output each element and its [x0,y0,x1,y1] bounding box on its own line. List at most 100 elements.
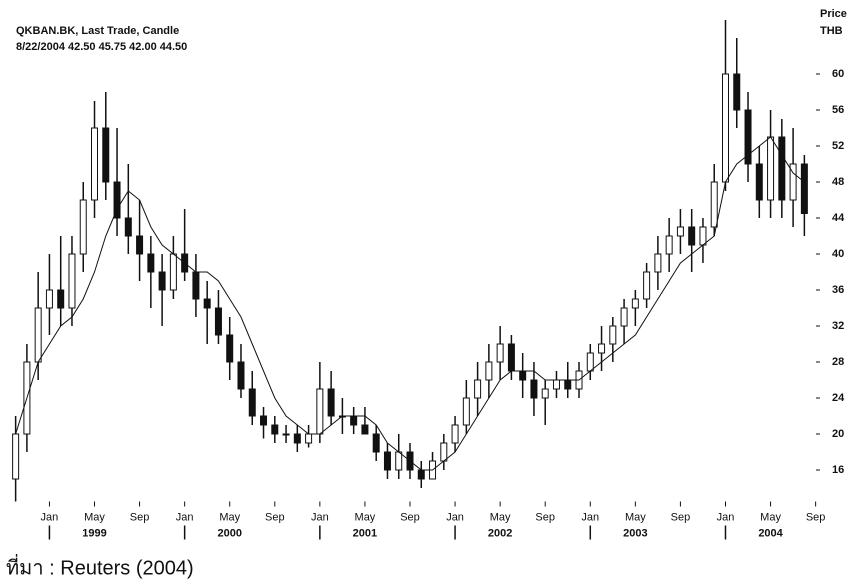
x-tick-label: Jan [581,511,599,523]
year-label: 2001 [353,527,377,539]
candle-body [609,325,617,345]
candle-body [552,379,560,390]
candle-body [699,226,707,246]
candle-body [383,451,391,471]
x-tick-label: May [490,511,511,523]
candle-body [654,253,662,273]
candle-body [586,352,594,372]
candle-body [113,181,121,219]
candle-body [676,226,684,237]
x-tick-label: Jan [311,511,329,523]
x-tick-label: Sep [535,511,555,523]
candle-body [372,433,380,453]
y-tick-label: 36 [832,284,844,296]
candle-body [136,235,144,255]
candle-body [564,379,572,390]
candle-body [12,433,20,480]
moving-average [15,136,805,471]
candle-body [530,379,538,399]
candle-body [721,73,729,183]
x-tick-label: May [760,511,781,523]
candle-body [485,361,493,381]
candle-body [282,433,290,436]
y-tick-label: 20 [832,428,844,440]
year-label: 2000 [217,527,241,539]
candle-body [451,424,459,444]
x-tick-label: May [219,511,240,523]
y-tick-label: 40 [832,248,844,260]
candle-body [293,433,301,444]
candle-body [440,442,448,462]
candle-body [688,226,696,246]
candle-body [350,415,358,426]
y-tick-label: 28 [832,356,844,368]
candle-body [598,343,606,354]
candle-body [57,289,65,309]
x-tick-label: Sep [671,511,691,523]
candle-body [733,73,741,111]
candle-body [789,163,797,201]
y-axis-label: THB [820,25,843,37]
candle-body [496,343,504,363]
year-label: 1999 [82,527,106,539]
candle-body [620,307,628,327]
candle-body [744,109,752,165]
candle-body [147,253,155,273]
x-tick-label: Sep [130,511,150,523]
candle-body [474,379,482,399]
candle-body [158,271,166,291]
candle-body [214,307,222,336]
x-tick-label: Sep [806,511,826,523]
y-tick-label: 44 [832,212,845,224]
candle-body [248,388,256,417]
x-tick-label: May [625,511,646,523]
y-tick-label: 16 [832,464,844,476]
candle-body [327,388,335,417]
year-label: 2002 [488,527,512,539]
candle-body [519,370,527,381]
candle-body [395,451,403,471]
candle-body [91,127,99,201]
candle-body [45,289,53,309]
candle-body [417,469,425,480]
candle-body [541,388,549,399]
x-tick-label: May [355,511,376,523]
x-tick-label: May [84,511,105,523]
candle-body [260,415,268,426]
candle-body [316,388,324,435]
candle-body [507,343,515,372]
candle-body [79,199,87,255]
candle-body [169,253,177,291]
candle-body [203,298,211,309]
year-label: 2003 [623,527,647,539]
candle-body [462,397,470,426]
year-label: 2004 [758,527,783,539]
candle-body [102,127,110,183]
y-tick-label: 48 [832,176,844,188]
y-tick-label: 24 [832,392,845,404]
candle-body [305,433,313,444]
candle-body [192,271,200,300]
y-tick-label: 60 [832,68,844,80]
candle-body [710,181,718,228]
y-tick-label: 56 [832,104,844,116]
x-tick-label: Jan [41,511,59,523]
x-tick-label: Jan [176,511,194,523]
candle-body [361,424,369,435]
candle-body [68,253,76,309]
x-tick-label: Sep [400,511,420,523]
y-tick-label: 52 [832,140,844,152]
chart-subtitle: 8/22/2004 42.50 45.75 42.00 44.50 [16,41,187,53]
source-caption: ที่มา : Reuters (2004) [6,553,194,579]
candle-body [800,163,808,214]
candle-body [778,136,786,201]
chart-title: QKBAN.BK, Last Trade, Candle [16,25,179,37]
candle-body [643,271,651,300]
y-tick-label: 32 [832,320,844,332]
candle-body [226,334,234,363]
x-tick-label: Sep [265,511,285,523]
candle-body [271,424,279,435]
candle-body [631,298,639,309]
candle-body [237,361,245,390]
